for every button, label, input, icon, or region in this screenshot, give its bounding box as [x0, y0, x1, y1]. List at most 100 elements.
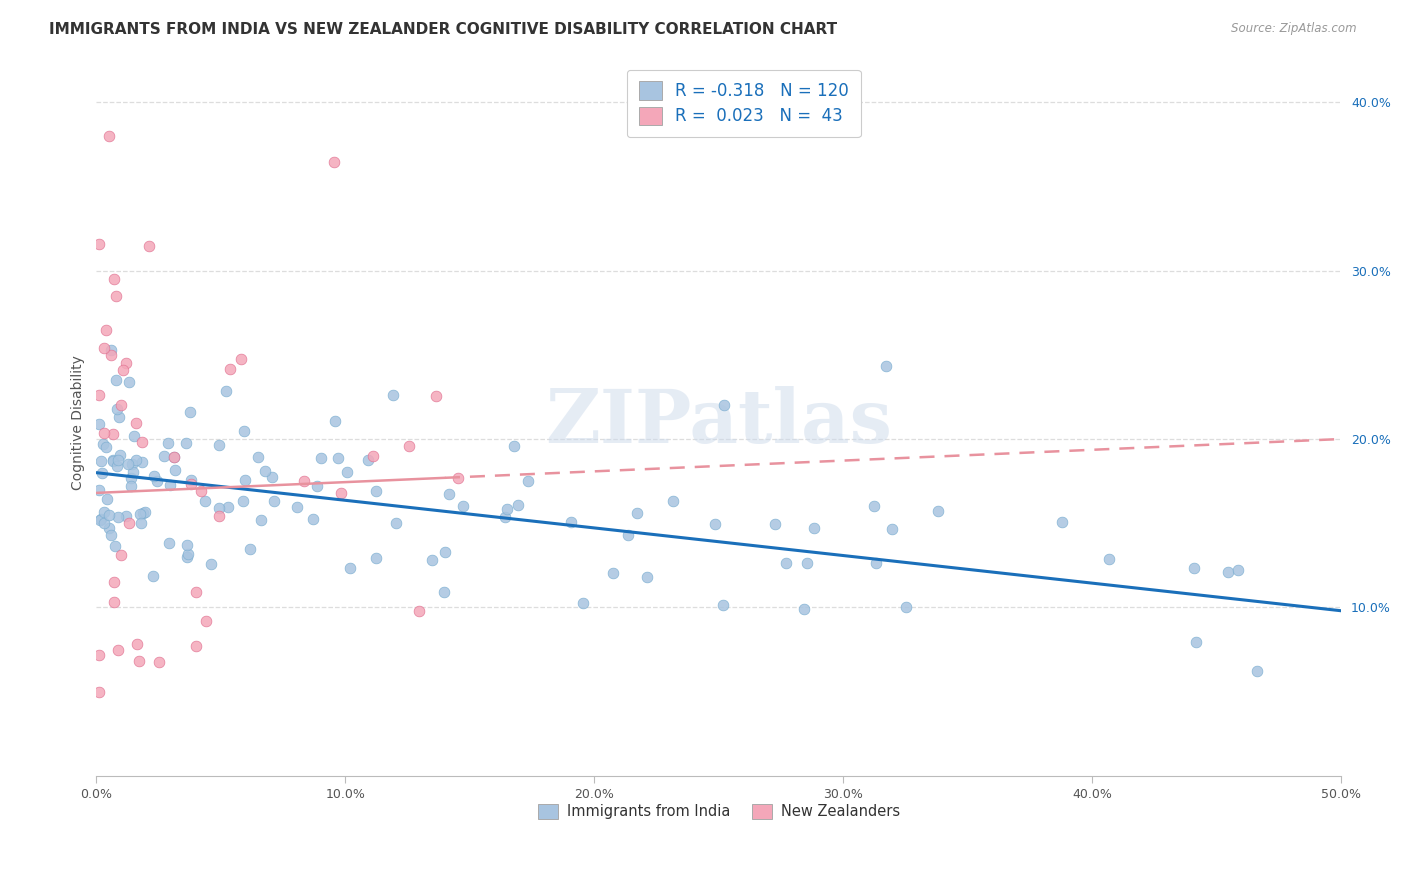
Point: [325, 414, 347, 428]
Point: [148, 655, 170, 669]
Point: [87, 483, 110, 498]
Point: [107, 453, 129, 467]
Point: [93, 425, 115, 440]
Point: [131, 455, 153, 469]
Point: [93, 505, 115, 519]
Point: [103, 575, 125, 590]
Point: [1182, 561, 1205, 575]
Point: [703, 516, 725, 531]
Point: [180, 477, 202, 491]
Point: [177, 547, 200, 561]
Point: [309, 451, 332, 466]
Point: [125, 416, 148, 430]
Point: [184, 639, 207, 653]
Point: [89, 684, 111, 698]
Point: [863, 499, 886, 513]
Point: [560, 516, 582, 530]
Point: [301, 512, 323, 526]
Point: [636, 569, 658, 583]
Point: [305, 479, 328, 493]
Point: [105, 459, 128, 474]
Point: [142, 569, 165, 583]
Point: [129, 507, 152, 521]
Point: [1246, 664, 1268, 678]
Point: [176, 549, 198, 564]
Point: [146, 474, 169, 488]
Point: [134, 506, 156, 520]
Point: [193, 494, 215, 508]
Point: [329, 486, 352, 500]
Point: [90, 512, 112, 526]
Point: [94, 441, 117, 455]
Point: [107, 410, 129, 425]
Point: [165, 463, 187, 477]
Point: [91, 437, 114, 451]
Point: [118, 375, 141, 389]
Point: [98, 521, 121, 535]
Point: [128, 654, 150, 668]
Point: [120, 479, 142, 493]
Point: [775, 556, 797, 570]
Point: [121, 457, 143, 471]
Point: [207, 438, 229, 452]
Point: [420, 553, 443, 567]
Point: [238, 541, 260, 556]
Point: [131, 434, 153, 449]
Point: [100, 348, 122, 362]
Point: [118, 516, 141, 531]
Point: [381, 388, 404, 402]
Point: [894, 600, 917, 615]
Text: Source: ZipAtlas.com: Source: ZipAtlas.com: [1232, 22, 1357, 36]
Point: [103, 452, 125, 467]
Point: [163, 450, 186, 464]
Point: [97, 508, 120, 523]
Point: [1227, 564, 1250, 578]
Point: [713, 598, 735, 612]
Point: [763, 516, 786, 531]
Point: [100, 343, 122, 357]
Point: [89, 512, 111, 526]
Point: [93, 516, 115, 530]
Point: [93, 341, 115, 355]
Point: [285, 500, 308, 514]
Point: [232, 494, 254, 508]
Point: [517, 474, 540, 488]
Point: [503, 439, 526, 453]
Point: [105, 373, 128, 387]
Point: [107, 642, 129, 657]
Legend: Immigrants from India, New Zealanders: Immigrants from India, New Zealanders: [531, 798, 905, 825]
Point: [713, 398, 735, 412]
Point: [87, 236, 110, 251]
Point: [336, 465, 359, 479]
Point: [357, 452, 380, 467]
Text: IMMIGRANTS FROM INDIA VS NEW ZEALANDER COGNITIVE DISABILITY CORRELATION CHART: IMMIGRANTS FROM INDIA VS NEW ZEALANDER C…: [49, 22, 838, 37]
Point: [89, 388, 111, 402]
Point: [451, 499, 474, 513]
Point: [110, 549, 132, 563]
Point: [108, 448, 131, 462]
Point: [494, 510, 516, 524]
Point: [195, 614, 218, 628]
Point: [124, 452, 146, 467]
Point: [408, 604, 430, 618]
Point: [176, 538, 198, 552]
Point: [122, 428, 145, 442]
Point: [87, 417, 110, 432]
Point: [250, 512, 273, 526]
Point: [262, 470, 284, 484]
Point: [157, 435, 180, 450]
Point: [796, 556, 818, 570]
Point: [121, 465, 143, 479]
Point: [127, 637, 149, 651]
Point: [97, 128, 120, 143]
Point: [104, 539, 127, 553]
Point: [616, 528, 638, 542]
Point: [364, 550, 387, 565]
Y-axis label: Cognitive Disability: Cognitive Disability: [72, 355, 86, 490]
Point: [120, 471, 142, 485]
Point: [253, 463, 276, 477]
Point: [880, 522, 903, 536]
Point: [447, 471, 470, 485]
Point: [105, 289, 128, 303]
Point: [433, 585, 456, 599]
